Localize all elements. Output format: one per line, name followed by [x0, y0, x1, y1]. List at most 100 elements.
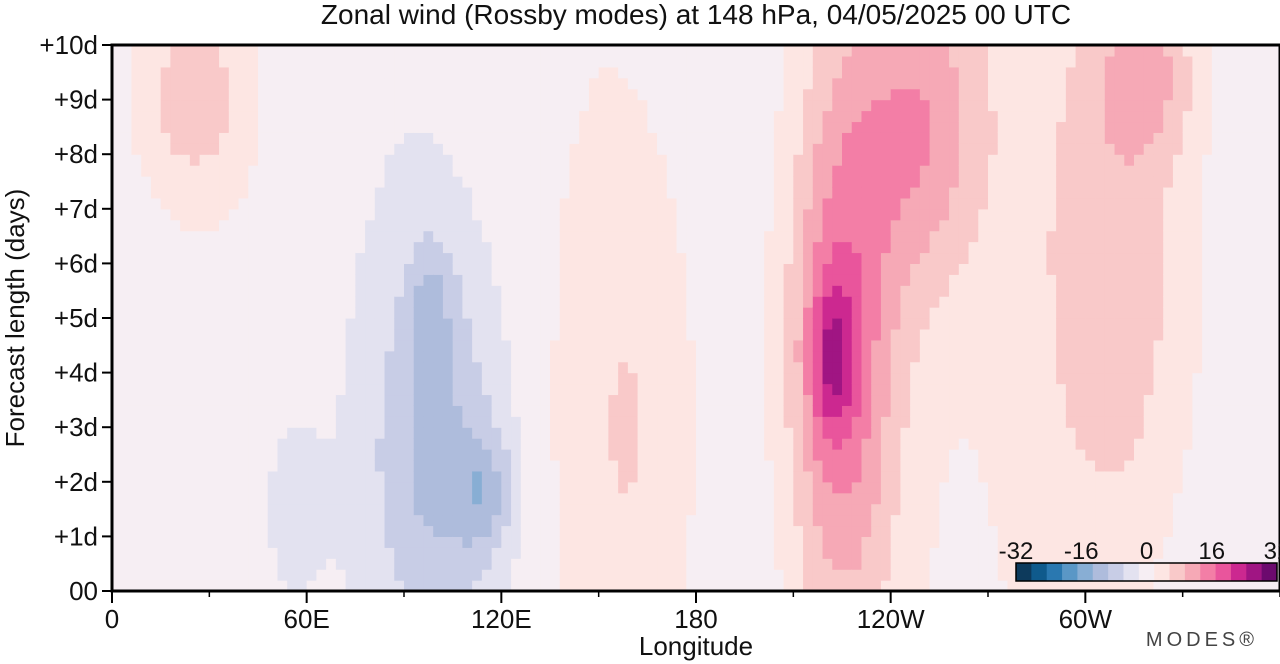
heatmap-cell — [481, 394, 493, 406]
heatmap-cell — [296, 372, 308, 385]
heatmap-cell — [355, 307, 366, 319]
heatmap-cell — [686, 503, 697, 516]
heatmap-cell — [880, 241, 892, 254]
heatmap-cell — [1065, 405, 1077, 417]
heatmap-cell — [160, 339, 171, 352]
heatmap-cell — [209, 449, 220, 461]
heatmap-cell — [335, 372, 347, 385]
heatmap-cell — [384, 208, 395, 221]
heatmap-cell — [413, 328, 425, 341]
heatmap-cell — [1065, 252, 1077, 264]
heatmap-cell — [394, 470, 405, 483]
heatmap-cell — [452, 110, 463, 123]
heatmap-cell — [773, 492, 785, 505]
heatmap-cell — [929, 383, 940, 396]
heatmap-cell — [1056, 405, 1067, 417]
heatmap-cell — [988, 66, 999, 79]
heatmap-cell — [803, 66, 814, 79]
heatmap-cell — [900, 219, 911, 232]
heatmap-cell — [228, 449, 240, 461]
heatmap-cell — [842, 165, 853, 177]
heatmap-cell — [988, 197, 999, 210]
heatmap-cell — [296, 263, 308, 275]
heatmap-cell — [258, 339, 269, 352]
heatmap-cell — [423, 307, 434, 319]
heatmap-cell — [579, 77, 590, 90]
heatmap-cell — [988, 88, 999, 101]
heatmap-cell — [384, 197, 395, 210]
heatmap-cell — [696, 296, 707, 308]
heatmap-cell — [1056, 219, 1067, 232]
heatmap-cell — [793, 361, 804, 374]
heatmap-cell — [306, 416, 317, 428]
heatmap-cell — [929, 459, 940, 472]
heatmap-cell — [150, 55, 162, 68]
heatmap-cell — [355, 361, 366, 374]
heatmap-cell — [199, 438, 210, 450]
heatmap-cell — [900, 230, 911, 243]
heatmap-cell — [900, 165, 911, 177]
heatmap-cell — [287, 438, 298, 450]
heatmap-cell — [238, 470, 249, 483]
heatmap-cell — [481, 186, 493, 199]
heatmap-cell — [1036, 55, 1047, 68]
heatmap-cell — [958, 186, 970, 199]
heatmap-cell — [939, 143, 950, 155]
heatmap-cell — [189, 88, 201, 101]
heatmap-cell — [832, 427, 843, 439]
heatmap-cell — [345, 230, 356, 243]
heatmap-cell — [1017, 328, 1028, 341]
heatmap-cell — [199, 99, 210, 112]
heatmap-cell — [734, 449, 746, 461]
heatmap-cell — [1065, 459, 1077, 472]
heatmap-cell — [423, 99, 434, 112]
heatmap-cell — [579, 274, 590, 286]
heatmap-cell — [559, 470, 571, 483]
heatmap-cell — [822, 45, 833, 57]
heatmap-cell — [958, 110, 970, 123]
heatmap-cell — [803, 285, 814, 297]
heatmap-cell — [569, 318, 580, 330]
heatmap-cell — [696, 230, 707, 243]
heatmap-cell — [209, 252, 220, 264]
heatmap-cell — [1075, 274, 1086, 286]
heatmap-cell — [1056, 77, 1067, 90]
heatmap-cell — [189, 492, 201, 505]
heatmap-cell — [209, 165, 220, 177]
heatmap-cell — [705, 285, 717, 297]
heatmap-cell — [365, 569, 376, 581]
heatmap-cell — [550, 470, 561, 483]
heatmap-cell — [627, 416, 639, 428]
heatmap-cell — [793, 99, 804, 112]
heatmap-cell — [608, 339, 619, 352]
heatmap-cell — [988, 230, 999, 243]
heatmap-cell — [958, 197, 970, 210]
heatmap-cell — [686, 197, 697, 210]
heatmap-cell — [491, 274, 502, 286]
heatmap-cell — [968, 328, 979, 341]
heatmap-cell — [404, 427, 415, 439]
heatmap-cell — [861, 263, 872, 275]
heatmap-cell — [326, 241, 337, 254]
heatmap-cell — [423, 197, 434, 210]
heatmap-cell — [1017, 230, 1028, 243]
heatmap-cell — [871, 328, 882, 341]
heatmap-cell — [540, 154, 551, 166]
heatmap-cell — [374, 580, 386, 591]
heatmap-cell — [608, 241, 619, 254]
heatmap-cell — [696, 318, 707, 330]
heatmap-cell — [238, 132, 249, 144]
heatmap-cell — [472, 99, 483, 112]
heatmap-cell — [501, 263, 512, 275]
heatmap-cell — [569, 569, 580, 581]
heatmap-cell — [316, 470, 327, 483]
heatmap-cell — [880, 449, 892, 461]
heatmap-cell — [861, 208, 872, 221]
heatmap-cell — [219, 569, 230, 581]
heatmap-cell — [180, 405, 191, 417]
heatmap-cell — [472, 208, 483, 221]
heatmap-cell — [968, 318, 979, 330]
heatmap-cell — [734, 339, 746, 352]
heatmap-cell — [199, 405, 210, 417]
heatmap-cell — [355, 394, 366, 406]
